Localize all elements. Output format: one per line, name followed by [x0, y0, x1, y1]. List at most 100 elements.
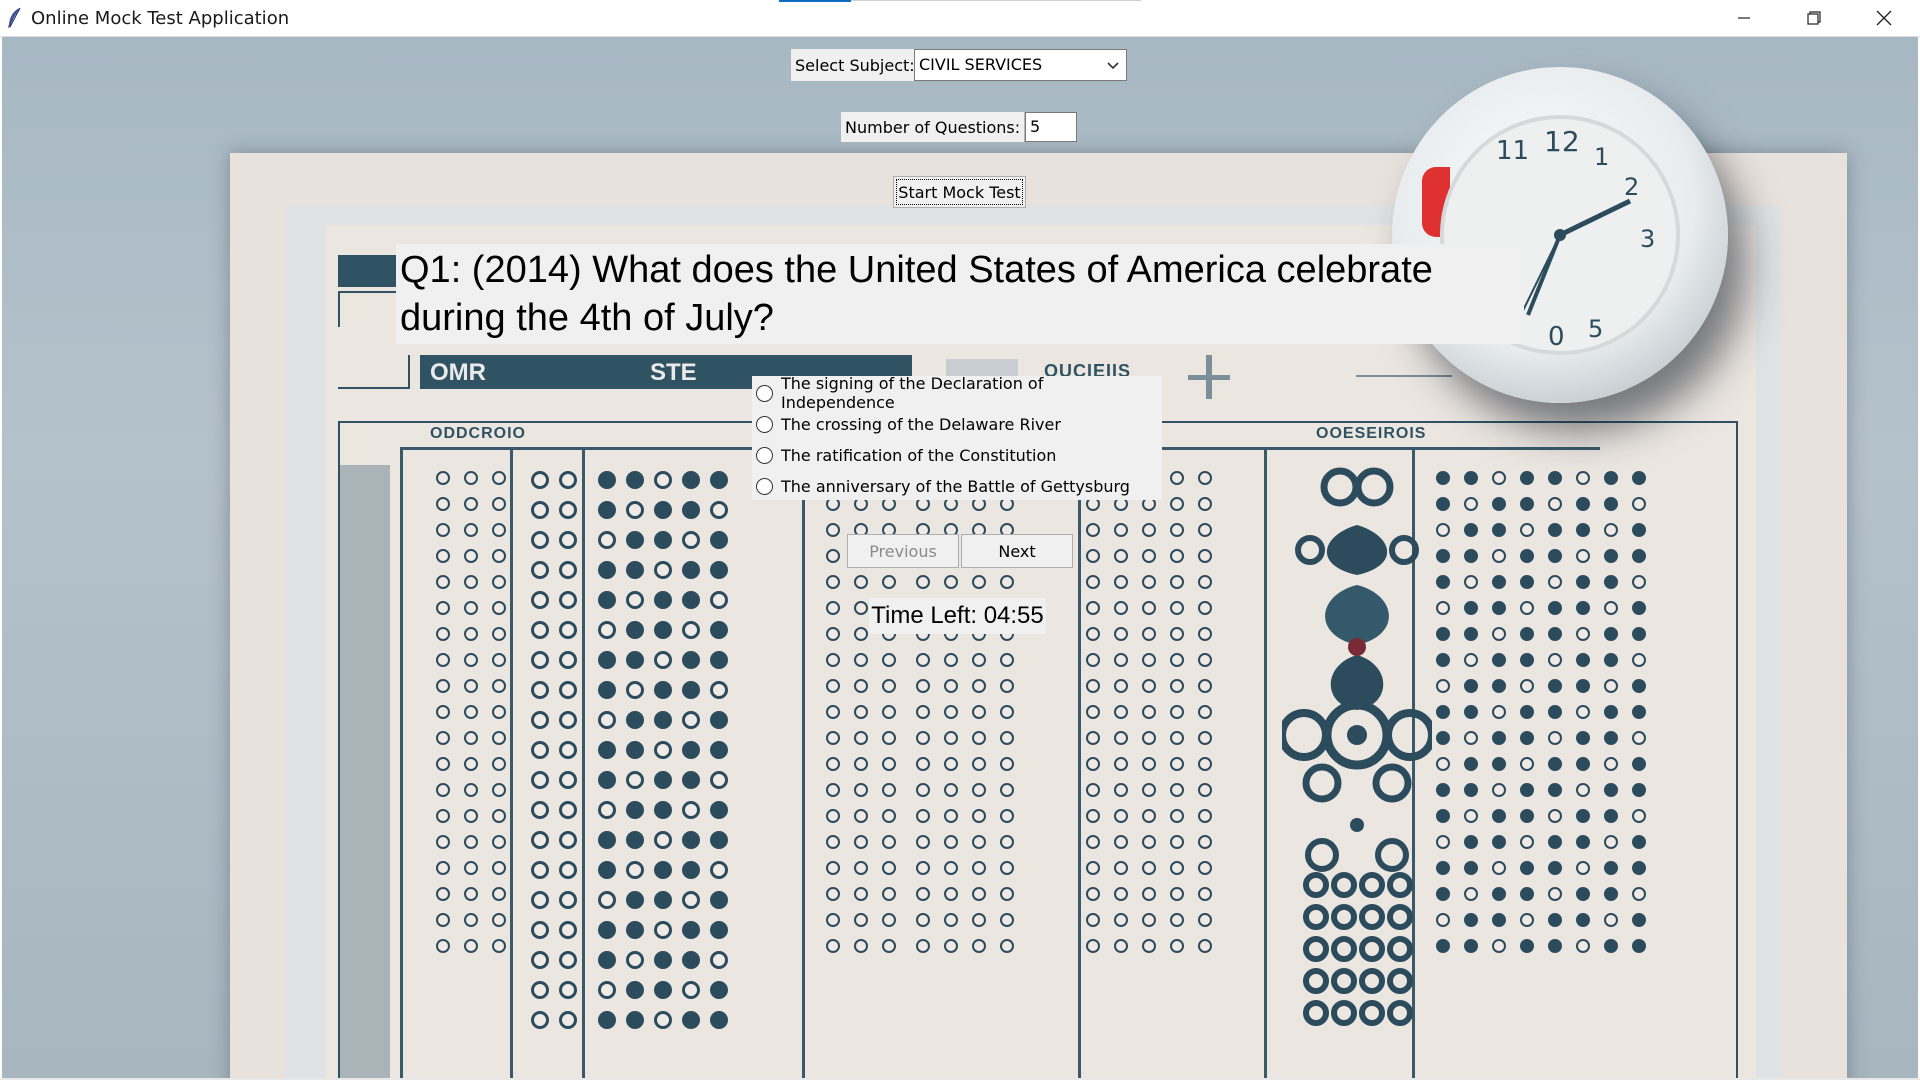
sheet-section-left: ODDCROIO	[430, 425, 526, 442]
omr-bubble	[1086, 835, 1100, 849]
omr-bubble	[826, 601, 840, 615]
restore-icon	[1807, 11, 1821, 25]
omr-bubble	[854, 731, 868, 745]
omr-bubble	[559, 711, 577, 729]
omr-bubble	[916, 757, 930, 771]
omr-bubble	[682, 651, 700, 669]
svg-text:3: 3	[1640, 225, 1655, 253]
omr-bubble	[972, 679, 986, 693]
omr-bubble	[882, 757, 896, 771]
omr-bubble	[1198, 627, 1212, 641]
omr-bubble	[626, 741, 644, 759]
omr-bubble	[1170, 887, 1184, 901]
omr-bubble	[436, 627, 450, 641]
start-mock-test-button[interactable]: Start Mock Test	[893, 176, 1026, 208]
clock-image: 11 12 1 2 3 0 5	[1392, 67, 1728, 403]
omr-bubble	[436, 497, 450, 511]
omr-bubble	[492, 523, 506, 537]
omr-bubble	[1000, 705, 1014, 719]
omr-bubble	[1170, 809, 1184, 823]
minimize-button[interactable]	[1709, 0, 1779, 36]
omr-bubble	[464, 497, 478, 511]
omr-bubble	[1198, 575, 1212, 589]
title-bar: Online Mock Test Application	[0, 0, 1920, 37]
omr-bubble	[1520, 887, 1534, 901]
omr-bubble	[598, 651, 616, 669]
omr-bubble	[464, 809, 478, 823]
feather-icon	[8, 7, 21, 28]
questions-count-input[interactable]: 5	[1025, 112, 1077, 142]
omr-bubble	[492, 731, 506, 745]
radio-button[interactable]	[756, 384, 773, 402]
option-3[interactable]: The ratification of the Constitution	[756, 442, 1056, 468]
omr-bubble	[854, 679, 868, 693]
option-4[interactable]: The anniversary of the Battle of Gettysb…	[756, 473, 1130, 499]
omr-bubble	[682, 591, 700, 609]
omr-bubble	[1114, 757, 1128, 771]
omr-bubble	[464, 679, 478, 693]
omr-bubble	[854, 861, 868, 875]
omr-bubble	[598, 861, 616, 879]
omr-bubble	[710, 531, 728, 549]
omr-bubble	[1086, 783, 1100, 797]
omr-bubble	[1142, 783, 1156, 797]
option-2[interactable]: The crossing of the Delaware River	[756, 411, 1061, 437]
omr-bubble	[1170, 627, 1184, 641]
omr-bubble	[1170, 757, 1184, 771]
omr-bubble	[598, 621, 616, 639]
omr-bubble	[854, 783, 868, 797]
radio-button[interactable]	[756, 415, 773, 433]
omr-bubble	[559, 1011, 577, 1029]
omr-bubble	[1198, 471, 1212, 485]
omr-bubble	[1000, 731, 1014, 745]
omr-bubble	[626, 681, 644, 699]
omr-bubble	[436, 913, 450, 927]
next-button[interactable]: Next	[961, 534, 1073, 568]
omr-bubble	[626, 921, 644, 939]
omr-bubble	[826, 679, 840, 693]
omr-bubble	[1086, 549, 1100, 563]
omr-bubble	[654, 771, 672, 789]
omr-bubble	[436, 705, 450, 719]
omr-bubble	[1548, 731, 1562, 745]
omr-bubble	[1436, 783, 1450, 797]
omr-bubble	[1000, 679, 1014, 693]
omr-bubble	[436, 887, 450, 901]
omr-bubble	[626, 951, 644, 969]
omr-bubble	[1520, 497, 1534, 511]
omr-bubble	[436, 861, 450, 875]
option-1[interactable]: The signing of the Declaration of Indepe…	[756, 374, 1162, 412]
omr-bubble	[531, 891, 549, 909]
omr-bubble	[1198, 653, 1212, 667]
omr-bubble	[492, 861, 506, 875]
omr-bubble	[1142, 913, 1156, 927]
omr-bubble	[1492, 705, 1506, 719]
subject-dropdown[interactable]: CIVIL SERVICES	[914, 49, 1127, 81]
omr-bubble	[654, 501, 672, 519]
bubble-column	[1436, 471, 1660, 953]
omr-bubble	[882, 809, 896, 823]
omr-bubble	[492, 705, 506, 719]
previous-button[interactable]: Previous	[847, 534, 959, 568]
omr-bubble	[972, 887, 986, 901]
omr-bubble	[1142, 627, 1156, 641]
omr-bubble	[1198, 549, 1212, 563]
omr-bubble	[682, 951, 700, 969]
omr-bubble	[436, 549, 450, 563]
omr-bubble	[882, 731, 896, 745]
omr-bubble	[1464, 731, 1478, 745]
omr-bubble	[1492, 861, 1506, 875]
omr-bubble	[626, 471, 644, 489]
omr-bubble	[972, 913, 986, 927]
restore-button[interactable]	[1779, 0, 1849, 36]
radio-button[interactable]	[756, 477, 773, 495]
omr-bubble	[682, 711, 700, 729]
close-button[interactable]	[1849, 0, 1919, 36]
omr-bubble	[464, 913, 478, 927]
omr-bubble	[598, 831, 616, 849]
omr-bubble	[1436, 653, 1450, 667]
omr-bubble	[1464, 757, 1478, 771]
radio-button[interactable]	[756, 446, 773, 464]
omr-bubble	[1548, 601, 1562, 615]
omr-bubble	[492, 653, 506, 667]
